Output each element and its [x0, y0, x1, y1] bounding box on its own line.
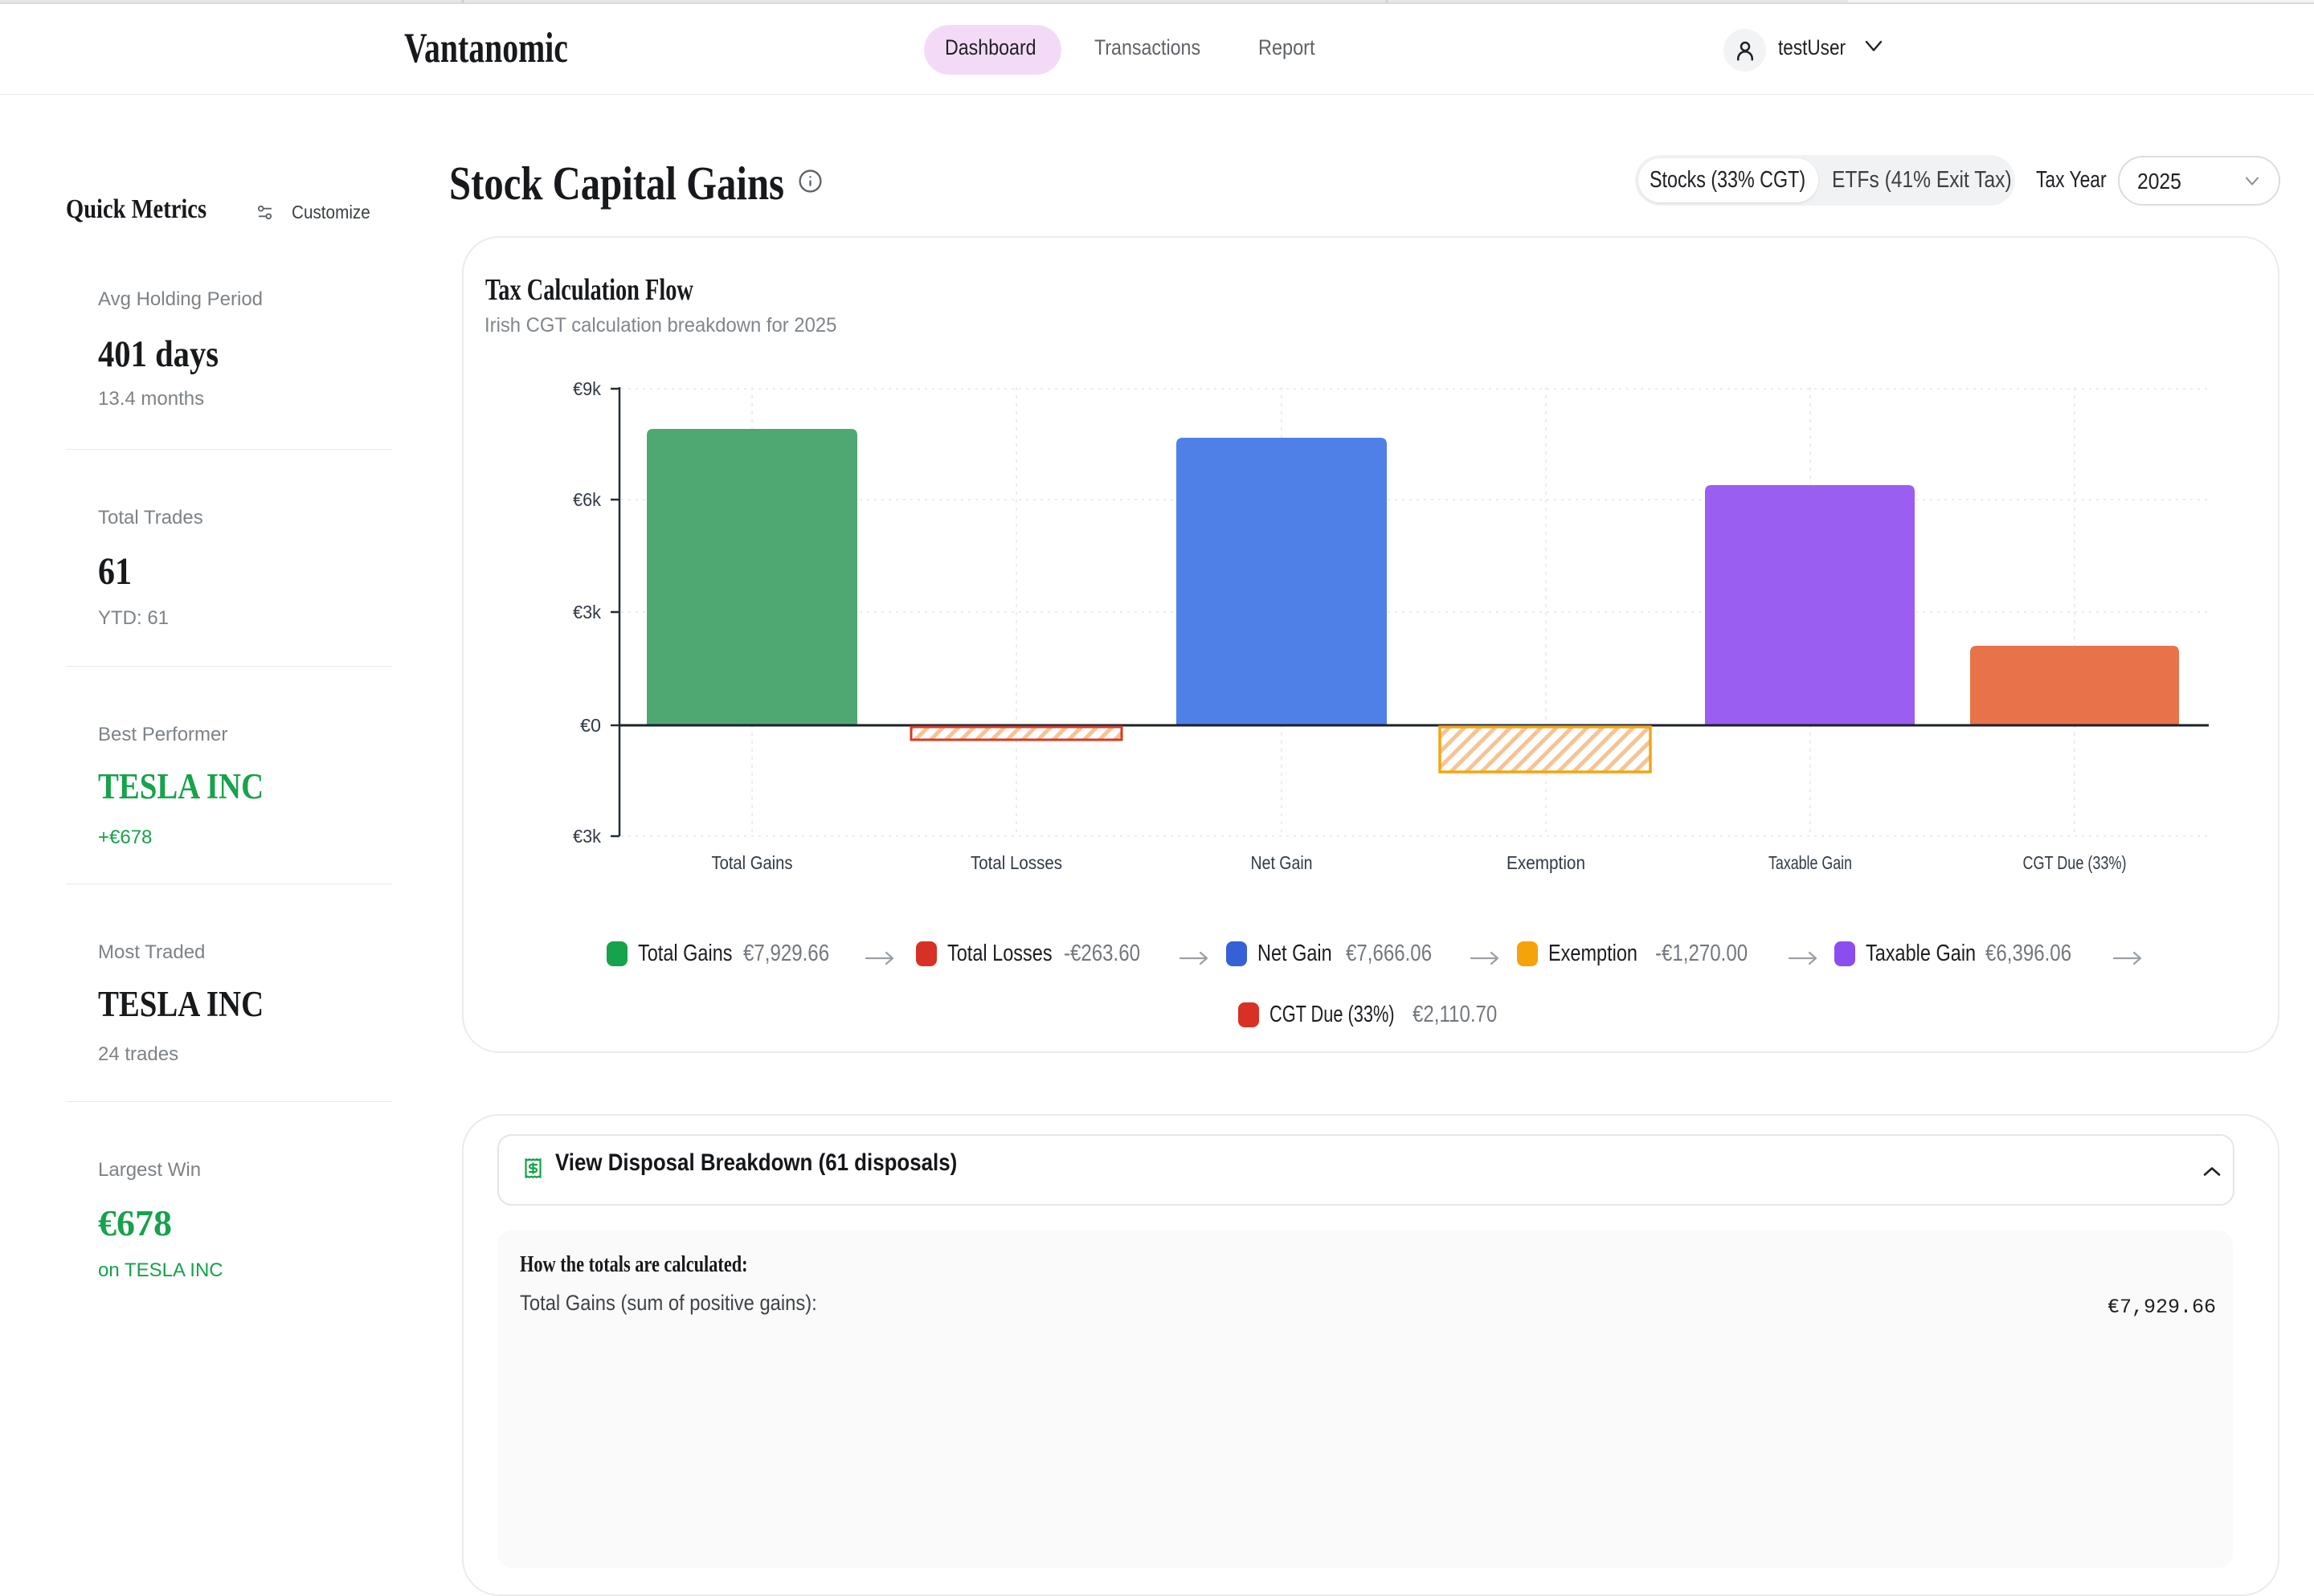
svg-text:Exemption: Exemption: [1507, 852, 1585, 873]
svg-text:€6k: €6k: [573, 489, 601, 510]
svg-text:€0: €0: [580, 715, 601, 736]
svg-text:€3k: €3k: [573, 826, 601, 847]
svg-text:Total Gains: Total Gains: [712, 852, 793, 873]
svg-text:€3k: €3k: [573, 602, 601, 622]
svg-text:€9k: €9k: [573, 378, 601, 399]
svg-text:CGT Due (33%): CGT Due (33%): [2023, 852, 2127, 873]
svg-text:Net Gain: Net Gain: [1251, 852, 1313, 873]
svg-text:Total Losses: Total Losses: [971, 852, 1062, 873]
svg-text:Taxable Gain: Taxable Gain: [1768, 852, 1852, 873]
